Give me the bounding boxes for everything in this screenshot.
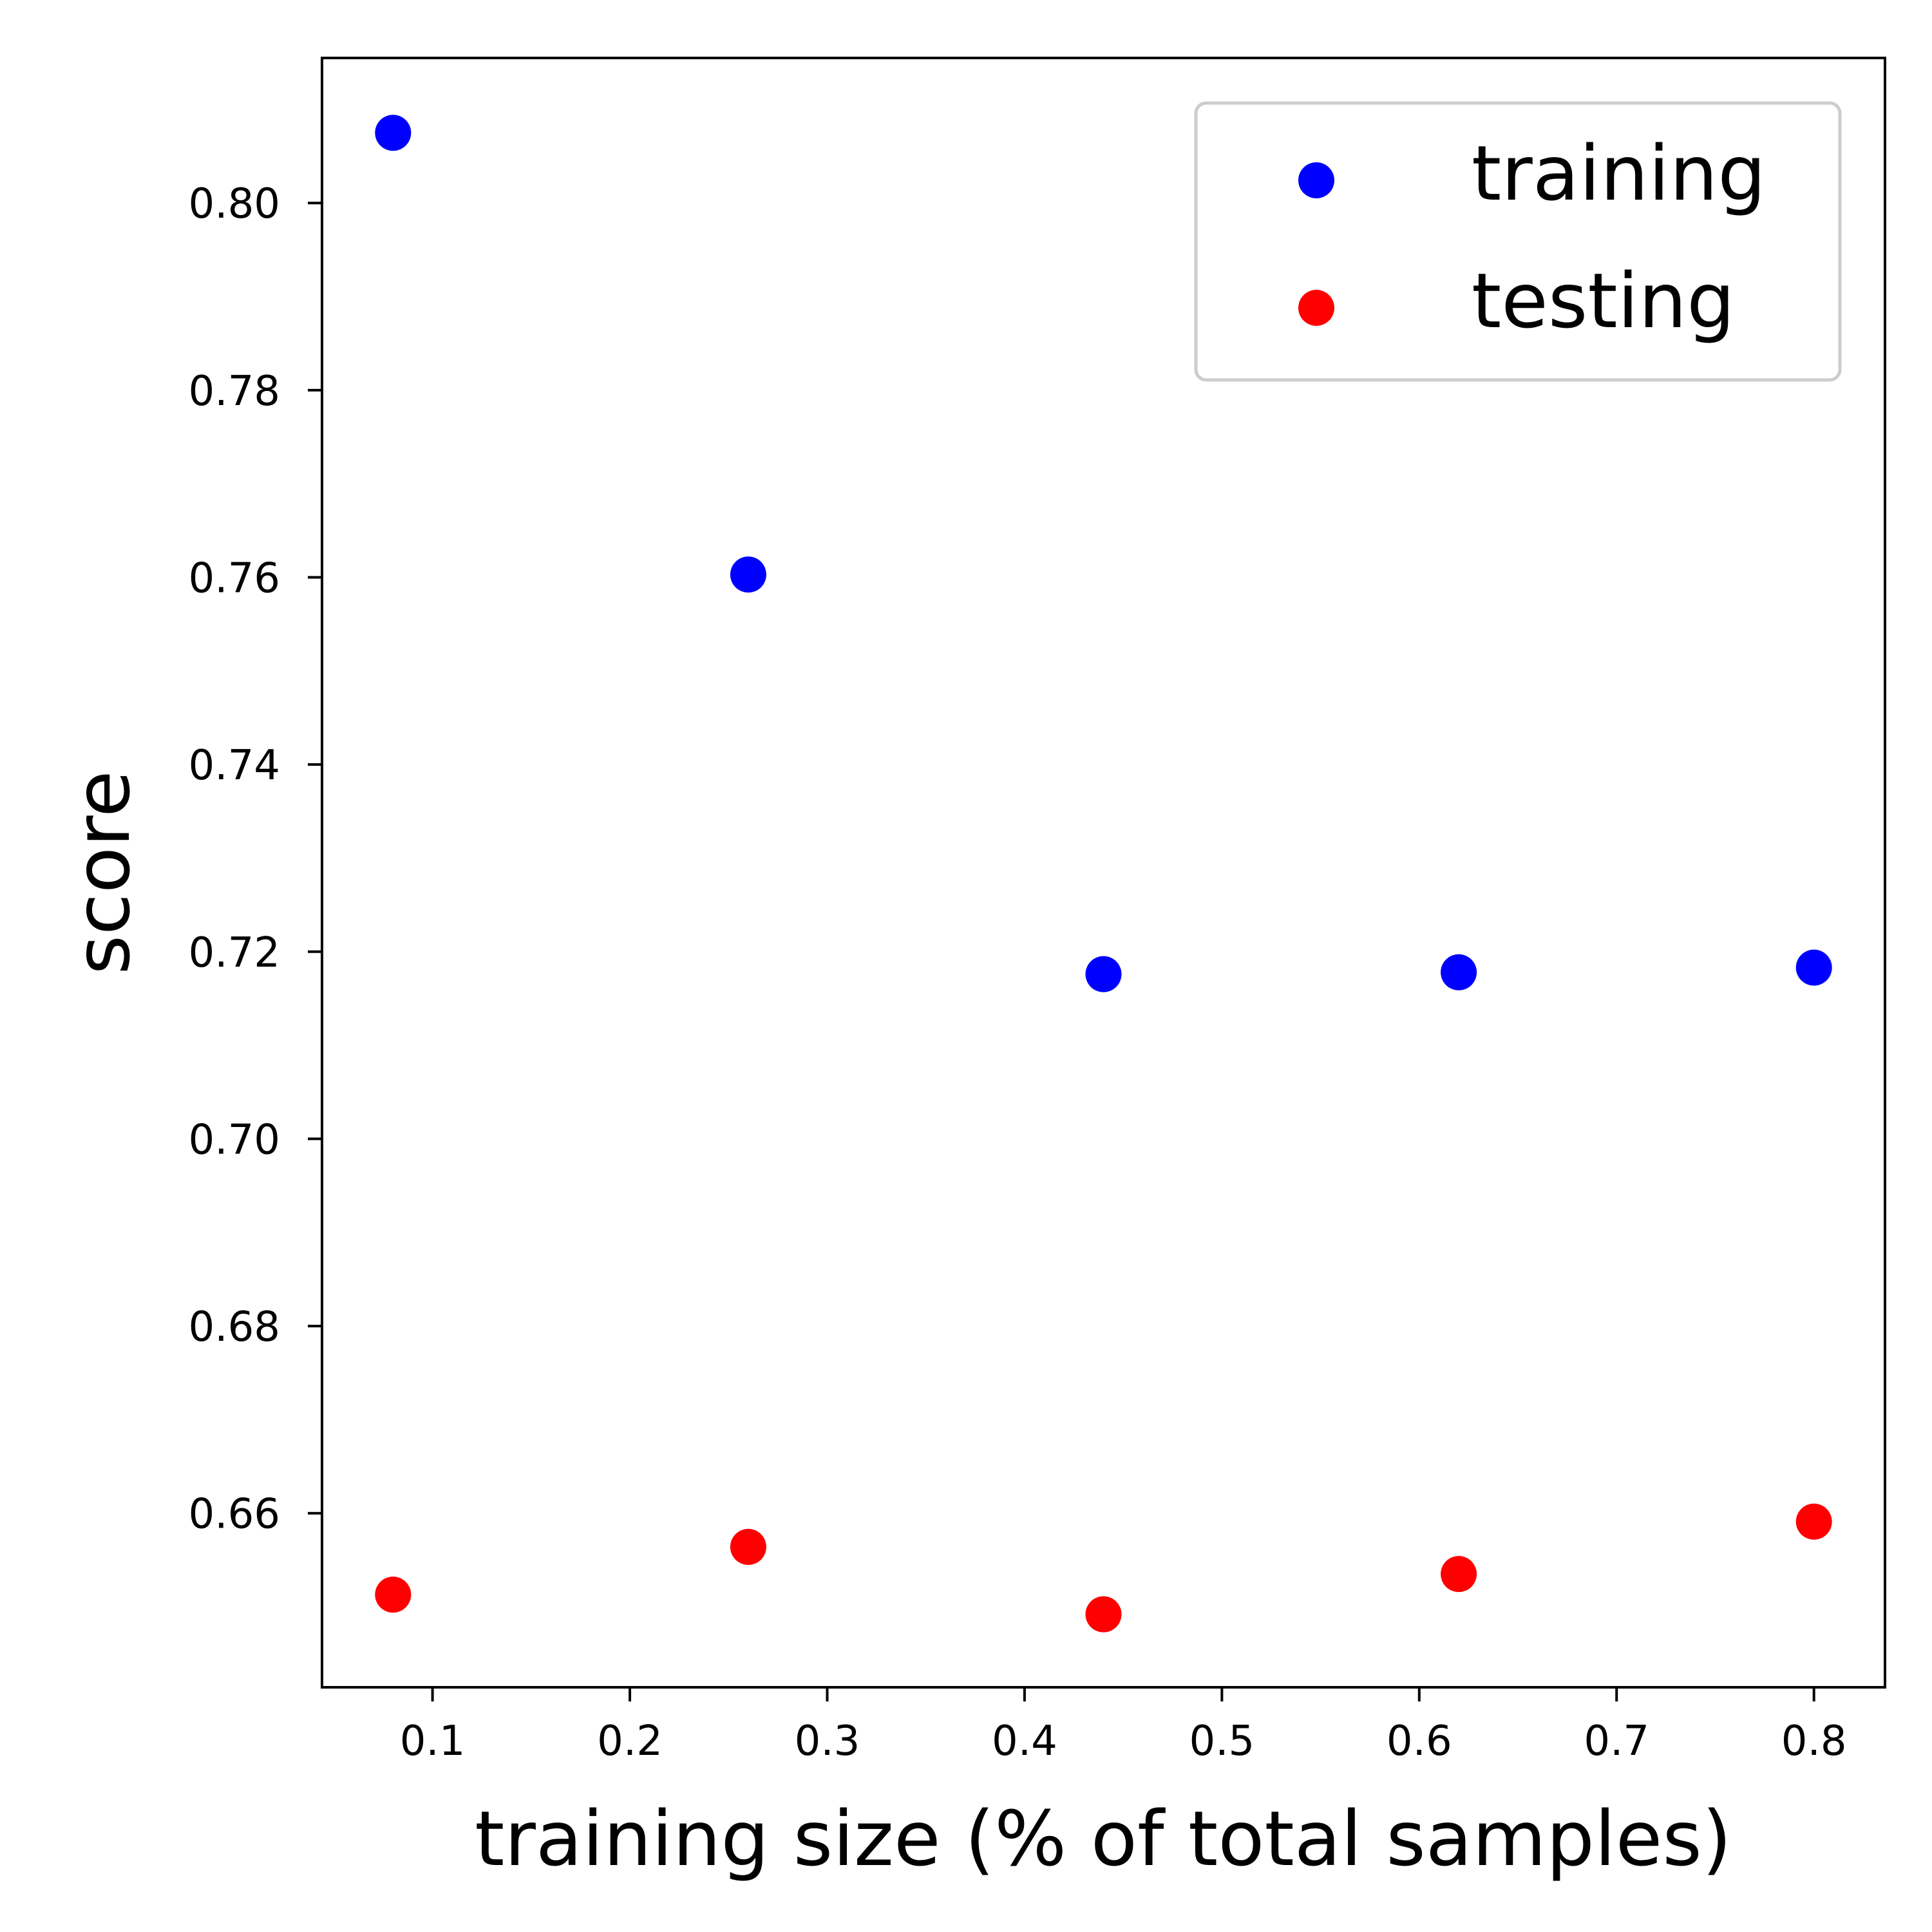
x-tick-label: 0.2 bbox=[597, 1718, 663, 1765]
y-tick-label: 0.80 bbox=[189, 180, 281, 228]
y-tick-label: 0.78 bbox=[189, 368, 281, 415]
training-point bbox=[375, 115, 412, 151]
x-tick-label: 0.7 bbox=[1584, 1718, 1649, 1765]
training-point bbox=[1085, 956, 1122, 992]
y-axis-title: score bbox=[58, 770, 147, 974]
x-axis: 0.1 0.2 0.3 0.4 0.5 0.6 0.7 0.8 bbox=[400, 1687, 1847, 1765]
x-tick-label: 0.1 bbox=[400, 1718, 466, 1765]
testing-point bbox=[1441, 1556, 1477, 1593]
legend-frame bbox=[1194, 101, 1842, 382]
y-tick-label: 0.74 bbox=[189, 742, 281, 790]
y-tick-label: 0.66 bbox=[189, 1491, 281, 1539]
x-tick-label: 0.6 bbox=[1387, 1718, 1452, 1765]
training-point bbox=[1795, 949, 1832, 986]
y-tick-label: 0.72 bbox=[189, 929, 281, 977]
y-tick-label: 0.76 bbox=[189, 555, 281, 603]
legend: training testing bbox=[1194, 101, 1842, 382]
y-axis: 0.66 0.68 0.70 0.72 0.74 0.76 0.78 0.80 bbox=[189, 180, 322, 1539]
y-tick-label: 0.70 bbox=[189, 1116, 281, 1164]
x-tick-label: 0.4 bbox=[992, 1718, 1057, 1765]
legend-marker-testing bbox=[1298, 290, 1334, 326]
x-tick-label: 0.5 bbox=[1189, 1718, 1255, 1765]
x-tick-label: 0.8 bbox=[1781, 1718, 1847, 1765]
testing-point bbox=[730, 1529, 766, 1566]
training-point bbox=[1441, 954, 1477, 990]
testing-point bbox=[1085, 1596, 1122, 1633]
data-points bbox=[375, 115, 1832, 1633]
testing-point bbox=[375, 1577, 412, 1613]
x-axis-title: training size (% of total samples) bbox=[475, 1794, 1732, 1883]
legend-label-training: training bbox=[1472, 129, 1766, 218]
training-point bbox=[730, 556, 766, 593]
plot-frame bbox=[321, 57, 1886, 1689]
y-tick-label: 0.68 bbox=[189, 1303, 281, 1351]
testing-point bbox=[1795, 1503, 1832, 1540]
legend-label-testing: testing bbox=[1472, 256, 1735, 345]
x-tick-label: 0.3 bbox=[795, 1718, 860, 1765]
legend-marker-training bbox=[1298, 162, 1334, 198]
